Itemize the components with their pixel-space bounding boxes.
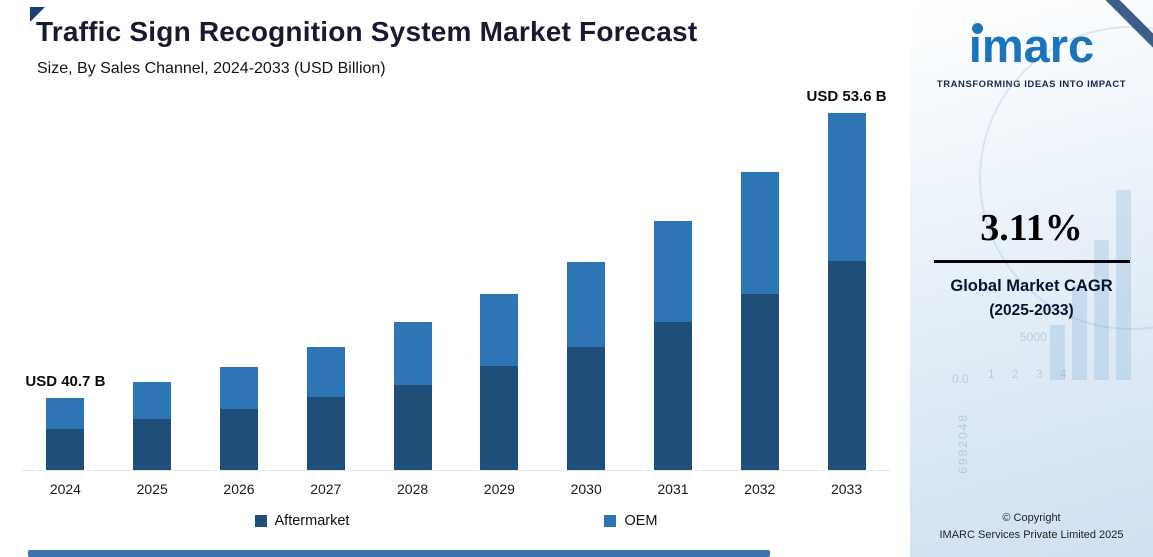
bar-segment-aftermarket (393, 385, 432, 470)
legend-item-aftermarket: Aftermarket (254, 513, 350, 529)
bar-segment-aftermarket (827, 261, 866, 470)
chart-plot: USD 40.7 B 2024 2025 2026 2027 2028 2029 2030 20… (22, 88, 890, 497)
bar-stack (306, 347, 345, 470)
bar-stack (133, 382, 172, 470)
right-panel: ımarc TRANSFORMING IDEAS INTO IMPACT 3.1… (908, 0, 1153, 557)
bar-segment-oem (827, 113, 866, 261)
x-axis-label-2024: 2024 (49, 481, 81, 497)
corner-triangle-icon (30, 7, 45, 22)
bar-stack (393, 322, 432, 470)
cagr-block: 3.11% Global Market CAGR (2025-2033) (910, 206, 1153, 320)
cagr-value: 3.11% (980, 207, 1083, 249)
x-axis-line (22, 470, 890, 471)
x-axis-label-2025: 2025 (136, 481, 168, 497)
x-axis-label-2031: 2031 (657, 481, 689, 497)
imarc-logo-dot-icon (971, 23, 983, 34)
bar-2024: USD 40.7 B (25, 110, 105, 470)
bar-cell-2032: 2032 (716, 110, 803, 497)
bar-cell-2033: USD 53.6 B 2033 (803, 88, 890, 497)
x-axis-label-2032: 2032 (744, 481, 776, 497)
bar-2028 (393, 110, 432, 470)
bar-2033: USD 53.6 B (807, 88, 887, 470)
bar-cell-2026: 2026 (196, 110, 283, 497)
x-axis-label-2026: 2026 (223, 481, 255, 497)
legend-item-oem: OEM (604, 513, 657, 529)
cagr-label: Global Market CAGR (950, 277, 1113, 295)
bar-stack (653, 221, 692, 470)
bar-cell-2027: 2027 (282, 110, 369, 497)
copyright-line2: IMARC Services Private Limited 2025 (939, 528, 1124, 541)
bar-2025 (133, 110, 172, 470)
plot-bars: USD 40.7 B 2024 2025 2026 2027 2028 2029 2030 20… (22, 88, 890, 497)
bar-2030 (567, 110, 606, 470)
bar-segment-aftermarket (567, 347, 606, 470)
bar-cell-2025: 2025 (109, 110, 196, 497)
chart-subtitle: Size, By Sales Channel, 2024-2033 (USD B… (37, 60, 386, 77)
bar-segment-aftermarket (480, 366, 519, 470)
copyright: © Copyright IMARC Services Private Limit… (910, 510, 1153, 543)
bar-2029 (480, 110, 519, 470)
bar-segment-aftermarket (133, 419, 172, 470)
bar-stack (219, 367, 258, 470)
x-axis-label-2028: 2028 (397, 481, 429, 497)
bar-segment-aftermarket (653, 322, 692, 470)
faint-bars-decoration (1050, 190, 1131, 380)
bar-2031 (653, 110, 692, 470)
bar-segment-oem (46, 398, 85, 429)
bar-segment-oem (393, 322, 432, 385)
bottom-bar-decoration (28, 550, 770, 557)
bar-stack (740, 172, 779, 470)
x-axis-label-2027: 2027 (310, 481, 342, 497)
bar-segment-aftermarket (46, 429, 85, 470)
value-label-2033: USD 53.6 B (806, 88, 887, 105)
legend-label: Aftermarket (274, 513, 350, 529)
bar-stack (480, 294, 519, 470)
watermark-text: 0.0 (952, 372, 969, 386)
cagr-years: (2025-2033) (989, 302, 1074, 319)
bar-stack (46, 398, 85, 470)
bar-stack (827, 113, 866, 470)
copyright-line1: © Copyright (1002, 512, 1061, 524)
bar-cell-2030: 2030 (543, 110, 630, 497)
bar-segment-oem (306, 347, 345, 397)
legend-label: OEM (624, 513, 658, 529)
bar-segment-oem (740, 172, 779, 294)
watermark-text: 5000 (1020, 330, 1047, 344)
bar-segment-oem (133, 382, 172, 419)
imarc-logo-text: ımarc (968, 19, 1095, 72)
chart-title: Traffic Sign Recognition System Market F… (36, 16, 698, 47)
watermark-text: 1 2 3 4 (988, 367, 1074, 381)
bar-segment-aftermarket (219, 409, 258, 470)
watermark-text: 6982048 (956, 413, 970, 474)
bar-segment-oem (480, 294, 519, 366)
bar-segment-oem (653, 221, 692, 322)
bar-segment-aftermarket (740, 294, 779, 470)
cagr-underline (933, 260, 1130, 263)
value-label-2024: USD 40.7 B (25, 373, 106, 390)
bar-2026 (219, 110, 258, 470)
bar-2027 (306, 110, 345, 470)
x-axis-label-2033: 2033 (830, 481, 863, 497)
legend-swatch-icon (604, 515, 617, 527)
bar-cell-2024: USD 40.7 B 2024 (22, 110, 109, 497)
bar-segment-oem (567, 262, 606, 347)
bar-segment-aftermarket (306, 397, 345, 470)
x-axis-label-2030: 2030 (570, 481, 602, 497)
legend: Aftermarket OEM (22, 513, 890, 529)
imarc-logo: ımarc (969, 22, 1094, 69)
x-axis-label-2029: 2029 (483, 481, 515, 497)
bar-stack (567, 262, 606, 470)
legend-swatch-icon (254, 515, 267, 527)
bar-segment-oem (219, 367, 258, 409)
bar-2032 (740, 110, 779, 470)
bar-cell-2029: 2029 (456, 110, 543, 497)
bar-cell-2031: 2031 (630, 110, 717, 497)
bar-cell-2028: 2028 (369, 110, 456, 497)
